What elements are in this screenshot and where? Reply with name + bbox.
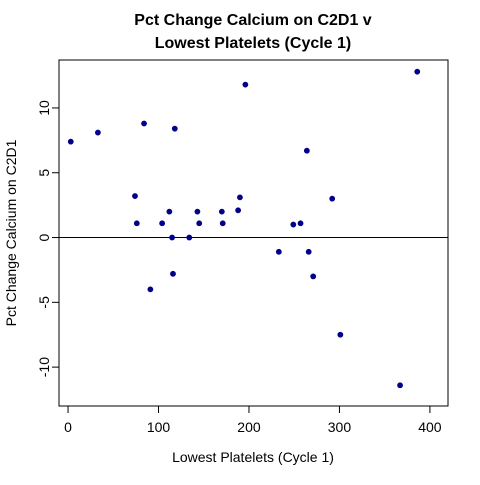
data-point (186, 234, 193, 241)
data-point (171, 125, 178, 132)
x-tick-label: 300 (328, 419, 352, 435)
x-tick-label: 200 (237, 419, 261, 435)
data-point (132, 193, 138, 199)
data-point (95, 129, 101, 136)
data-point (310, 273, 317, 280)
y-tick-label: 10 (36, 100, 52, 116)
data-point (337, 331, 344, 338)
data-point (141, 120, 147, 127)
data-point (235, 207, 242, 214)
data-point (67, 138, 74, 145)
data-point (297, 220, 304, 227)
data-point (305, 248, 312, 255)
plot-frame (58, 59, 449, 407)
data-point (196, 220, 203, 227)
data-point (159, 220, 166, 227)
data-point (290, 221, 297, 228)
x-axis-label: Lowest Platelets (Cycle 1) (172, 449, 334, 465)
data-point (219, 220, 226, 227)
x-tick-label: 100 (147, 419, 171, 435)
data-point (170, 270, 176, 277)
data-point (169, 234, 175, 241)
data-point (303, 147, 310, 154)
x-tick-label: 0 (64, 419, 72, 435)
y-axis-label: Pct Change Calcium on C2D1 (3, 139, 19, 326)
data-point (242, 81, 249, 88)
y-axis: -10 -5 0 5 10 (36, 100, 60, 377)
y-tick-label: -5 (36, 296, 52, 309)
chart-title-line2: Lowest Platelets (Cycle 1) (155, 35, 352, 52)
data-point (397, 382, 403, 389)
data-point (194, 208, 201, 215)
data-point (218, 208, 225, 215)
data-point (133, 220, 140, 227)
chart-title-line1: Pct Change Calcium on C2D1 v (134, 12, 371, 29)
data-point (414, 68, 421, 75)
data-point (275, 248, 282, 255)
y-tick-label: 0 (36, 233, 52, 241)
data-point (329, 195, 336, 202)
data-points (67, 68, 421, 389)
x-tick-label: 400 (418, 419, 442, 435)
x-axis: 0 100 200 300 400 (64, 405, 442, 435)
y-tick-label: -10 (36, 357, 52, 377)
data-point (237, 194, 243, 201)
data-point (166, 208, 173, 215)
y-tick-label: 5 (36, 169, 52, 177)
data-point (147, 286, 154, 293)
